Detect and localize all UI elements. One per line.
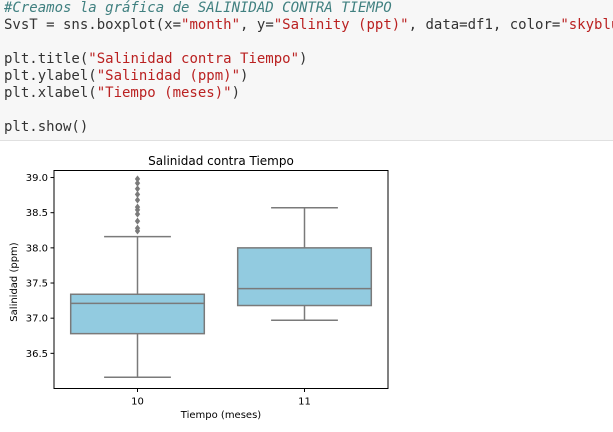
box-body <box>69 293 206 335</box>
code-token: ) <box>231 85 241 101</box>
y-tick-label: 38.0 <box>26 243 48 254</box>
boxplot-chart: Salinidad contra Tiempo Salinidad (ppm) … <box>9 154 389 421</box>
x-axis-label: Tiempo (meses) <box>180 410 261 421</box>
x-tick-label: 11 <box>298 397 311 408</box>
outlier-point <box>134 203 141 211</box>
code-line-ylabel: plt.ylabel("Salinidad (ppm)") <box>4 68 248 85</box>
code-string: "skyblue" <box>560 17 613 33</box>
code-token: , y= <box>240 17 274 33</box>
code-token: ) <box>240 68 249 84</box>
outlier-point <box>134 185 141 193</box>
y-tick-label: 37.0 <box>26 314 48 325</box>
code-string: "month" <box>181 17 241 33</box>
code-token: ) <box>299 51 308 67</box>
outlier-point <box>134 224 141 232</box>
x-tick-label: 10 <box>131 397 144 408</box>
code-comment-line: #Creamos la gráfica de SALINIDAD CONTRA … <box>4 0 392 17</box>
code-string: "Tiempo (meses)" <box>96 85 232 101</box>
y-axis-label: Salinidad (ppm) <box>9 242 20 321</box>
code-token: plt.show() <box>4 119 89 135</box>
code-string: "Salinidad contra Tiempo" <box>88 51 300 67</box>
chart-marks: 36.5 37.0 37.5 38.0 38.5 39.0 10 11 <box>26 173 373 408</box>
code-line-xlabel: plt.xlabel("Tiempo (meses)") <box>4 85 240 102</box>
y-tick-label: 38.5 <box>26 208 48 219</box>
outlier-point <box>134 217 141 225</box>
code-line-show: plt.show() <box>4 119 88 136</box>
outlier-point <box>134 179 141 187</box>
code-cell[interactable]: #Creamos la gráfica de SALINIDAD CONTRA … <box>0 0 613 141</box>
outlier-point <box>134 196 141 204</box>
code-string: "Salinidad (ppm)" <box>96 68 241 84</box>
code-token: , data=df1, color= <box>408 17 561 33</box>
code-token: plt.xlabel( <box>4 85 97 101</box>
chart-title: Salinidad contra Tiempo <box>148 154 294 168</box>
y-tick-label: 39.0 <box>26 173 48 184</box>
outlier-point <box>134 175 141 183</box>
plot-frame <box>53 170 389 389</box>
code-comment: #Creamos la gráfica de SALINIDAD CONTRA … <box>4 0 392 16</box>
outlier-point <box>134 190 141 199</box>
cell-output: Salinidad contra Tiempo Salinidad (ppm) … <box>0 142 613 427</box>
box-body <box>236 247 373 307</box>
outlier-point <box>134 210 141 218</box>
y-tick-label: 37.5 <box>26 279 48 290</box>
code-token: plt.ylabel( <box>4 68 97 84</box>
code-string: "Salinity (ppt)" <box>273 17 409 33</box>
code-line-boxplot: SvsT = sns.boxplot(x="month", y="Salinit… <box>4 17 613 34</box>
y-tick-label: 36.5 <box>26 349 48 360</box>
code-token: plt.title( <box>4 51 89 67</box>
code-line-title: plt.title("Salinidad contra Tiempo") <box>4 51 307 68</box>
code-token: SvsT = sns.boxplot(x= <box>4 17 182 33</box>
